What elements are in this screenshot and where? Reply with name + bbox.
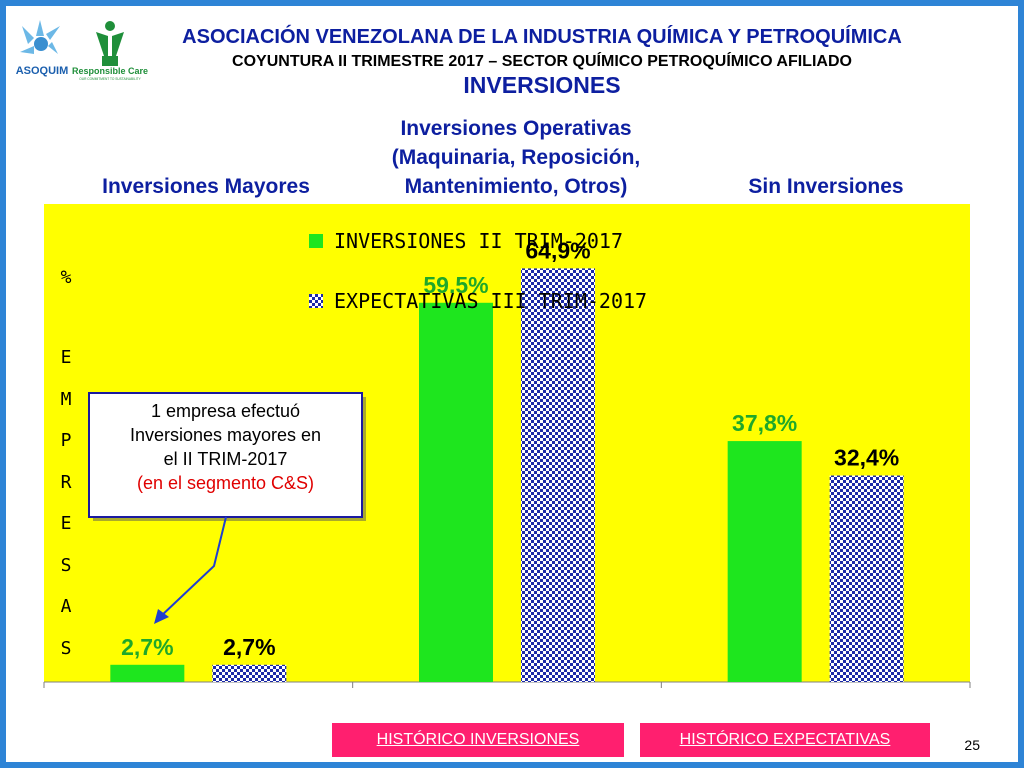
asoquim-emblem-icon [20,20,60,54]
y-axis-label-letter: E [61,513,72,534]
annotation-text: el II TRIM-2017 [164,449,288,469]
asoquim-logo: ASOQUIM [16,20,69,77]
historico-expectativas-button[interactable]: HISTÓRICO EXPECTATIVAS [640,723,930,757]
responsible-care-hands-icon [96,21,124,66]
y-axis-label-letter: E [61,347,72,368]
category-header-line: Inversiones Operativas [400,117,632,140]
bar [212,664,287,682]
category-header-operativas: Inversiones Operativas (Maquinaria, Repo… [346,114,686,201]
y-axis-label-letter: S [61,638,72,659]
bar [110,664,185,682]
annotation-highlight: (en el segmento C&S) [137,473,314,493]
bar [419,302,493,682]
annotation-arrow-head-icon [154,609,169,624]
annotation-box [88,392,363,518]
data-label: 37,8% [732,410,797,436]
data-label: 59,5% [423,272,488,298]
responsible-care-logo: Responsible Care OUR COMMITMENT TO SUSTA… [72,21,148,81]
report-subtitle: COYUNTURA II TRIMESTRE 2017 – SECTOR QUÍ… [232,53,852,70]
page-number: 25 [964,737,980,753]
annotation-text: 1 empresa efectuó [151,401,300,421]
responsible-care-tagline: OUR COMMITMENT TO SUSTAINABILITY [79,77,141,81]
category-header-sin: Sin Inversiones [676,172,976,201]
annotation-arrow-line [159,516,227,618]
data-label: 32,4% [834,445,899,471]
bar [521,268,595,682]
y-axis-label-letter: % [61,267,72,288]
legend-label: INVERSIONES II TRIM-2017 [334,229,623,253]
category-header-line: Sin Inversiones [748,175,904,198]
data-label: 2,7% [223,634,275,660]
org-title: ASOCIACIÓN VENEZOLANA DE LA INDUSTRIA QU… [182,26,902,48]
category-header-mayores: Inversiones Mayores [56,172,356,201]
category-header-line: Mantenimiento, Otros) [404,175,628,198]
legend-swatch [309,294,323,308]
responsible-care-text: Responsible Care [72,66,148,76]
annotation-text: Inversiones mayores en [130,425,321,445]
y-axis-label-letter: P [61,430,72,451]
y-axis-label-letter: S [61,555,72,576]
section-title: INVERSIONES [463,72,621,98]
data-label: 64,9% [525,237,590,263]
category-header-line: Inversiones Mayores [102,175,310,198]
bar [727,441,802,682]
historico-inversiones-button[interactable]: HISTÓRICO INVERSIONES [332,723,624,757]
legend-label: EXPECTATIVAS III TRIM-2017 [334,289,647,313]
y-axis-label-letter: M [61,389,72,410]
legend-swatch [309,234,323,248]
category-header-line: (Maquinaria, Reposición, [391,146,641,169]
bar [829,475,904,682]
asoquim-logo-text: ASOQUIM [16,65,69,77]
y-axis-label-letter: R [61,472,72,493]
data-label: 2,7% [121,634,173,660]
y-axis-label-letter: A [61,596,72,617]
